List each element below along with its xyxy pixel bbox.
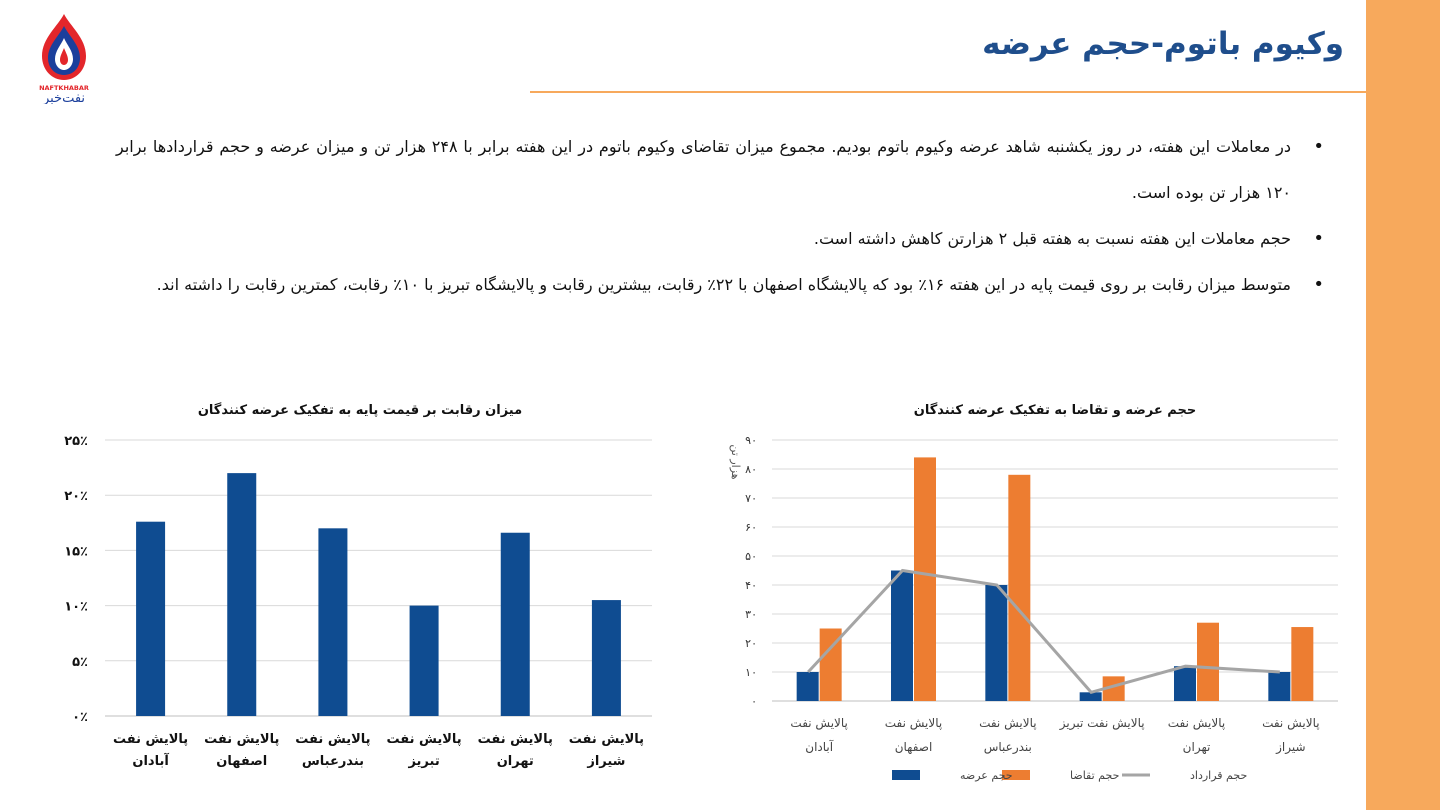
legend-label: حجم تقاضا: [1070, 769, 1119, 782]
x-tick-label: آبادان: [805, 739, 833, 754]
x-tick-label: بندرعباس: [984, 740, 1032, 755]
x-tick-label: بندرعباس: [302, 754, 364, 769]
y-tick-label: ۰: [751, 695, 757, 708]
bullet-dot-icon: •: [1313, 228, 1324, 249]
x-tick-label: تهران: [497, 754, 534, 769]
y-tick-label: ۲۰: [745, 637, 757, 650]
bar-demand: [914, 457, 936, 701]
x-tick-label: شیراز: [586, 754, 625, 769]
bullet-item: • حجم معاملات این هفته نسبت به هفته قبل ۲…: [116, 216, 1324, 262]
bar-demand: [1291, 627, 1314, 701]
y-tick-label: ۸۰: [745, 463, 757, 476]
y-tick-label: ۱۰: [745, 666, 757, 679]
bar-demand: [1102, 676, 1125, 701]
y-tick-label: ۱۰٪: [64, 600, 88, 615]
flame-logo-icon: NAFTKHABAR نفت‌خبر: [39, 14, 89, 106]
competition-chart-title: میزان رقابت بر قیمت پایه به تفکیک عرضه ک…: [197, 403, 523, 418]
bar-demand: [1197, 622, 1219, 701]
bar-demand: [819, 628, 842, 701]
competition-chart: ۰٪ ۵٪ ۱۰٪ ۱۵٪ ۲۰٪ ۲۵٪ پالایش نفت آبادان پالایش ن…: [64, 434, 652, 769]
x-tick-label: پالایش نفت: [386, 732, 461, 747]
y-tick-label: ۷۰: [745, 492, 757, 505]
legend-swatch: [892, 770, 920, 780]
y-tick-label: ۲۵٪: [64, 434, 88, 449]
bar-supply: [1079, 692, 1102, 701]
x-tick-label: تهران: [1183, 740, 1211, 755]
bullet-item: • در معاملات این هفته، در روز یکشنبه شاهد…: [116, 124, 1324, 216]
x-tick-label: پالایش نفت: [790, 716, 848, 731]
bar: [318, 528, 348, 716]
y-tick-label: ۱۵٪: [64, 544, 88, 559]
bar: [409, 605, 439, 716]
bar-supply: [985, 585, 1008, 701]
y-tick-label: ۲۰٪: [64, 489, 88, 504]
x-tick-label: پالایش نفت: [1262, 716, 1320, 731]
y-tick-label: ۴۰: [745, 579, 757, 592]
summary-bullets: • در معاملات این هفته، در روز یکشنبه شاهد…: [116, 124, 1324, 308]
x-tick-label: آبادان: [132, 752, 169, 769]
x-tick-label: پالایش نفت: [113, 732, 188, 747]
x-tick-label: پالایش نفت: [979, 716, 1037, 731]
y-tick-label: ۵۰: [745, 550, 757, 563]
legend-label: حجم عرضه: [960, 769, 1013, 782]
naftkhabar-logo: NAFTKHABAR نفت‌خبر: [28, 12, 100, 106]
legend-label: حجم قرارداد: [1190, 769, 1247, 782]
bar-supply: [891, 570, 913, 701]
x-tick-label: پالایش نفت: [1168, 716, 1226, 731]
bar-demand: [1008, 474, 1031, 701]
bar: [136, 521, 166, 716]
page-title: وکیوم باتوم-حجم عرضه: [982, 26, 1344, 62]
y-tick-label: ۳۰: [745, 608, 757, 621]
y-tick-label: ۵٪: [72, 655, 88, 670]
bar-supply: [796, 672, 819, 701]
bar: [500, 532, 530, 716]
x-tick-label: پالایش نفت تبریز: [1059, 716, 1145, 731]
x-tick-label: پالایش نفت: [204, 732, 279, 747]
x-tick-label: تبریز: [407, 754, 439, 769]
contract-line: [807, 568, 1280, 694]
y-axis-label: هزار تن: [729, 444, 742, 479]
x-tick-label: اصفهان: [895, 740, 933, 754]
bullet-dot-icon: •: [1313, 274, 1324, 295]
bar-supply: [1174, 666, 1196, 701]
x-tick-label: پالایش نفت: [569, 732, 644, 747]
y-tick-label: ۰٪: [72, 710, 88, 725]
x-tick-label: پالایش نفت: [478, 732, 553, 747]
bullet-item: • متوسط میزان رقابت بر روی قیمت پایه در ا…: [116, 262, 1324, 308]
bullet-dot-icon: •: [1313, 136, 1324, 157]
bar: [591, 600, 621, 716]
supply-demand-chart-title: حجم عرضه و تقاضا به تفکیک عرضه کنندگان: [913, 403, 1197, 418]
x-tick-label: شیراز: [1275, 740, 1305, 755]
bar-supply: [1268, 672, 1291, 701]
legend-swatch: [1002, 770, 1030, 780]
logo-latin-text: NAFTKHABAR: [39, 84, 89, 92]
bar: [227, 473, 257, 716]
side-accent-band: [1366, 0, 1440, 810]
title-underline: [530, 91, 1366, 93]
x-tick-label: پالایش نفت: [885, 716, 943, 731]
x-tick-label: پالایش نفت: [295, 732, 370, 747]
y-tick-label: ۹۰: [745, 434, 757, 447]
y-tick-label: ۶۰: [745, 521, 757, 534]
x-tick-label: اصفهان: [216, 754, 267, 769]
logo-persian-text: نفت‌خبر: [42, 91, 85, 104]
